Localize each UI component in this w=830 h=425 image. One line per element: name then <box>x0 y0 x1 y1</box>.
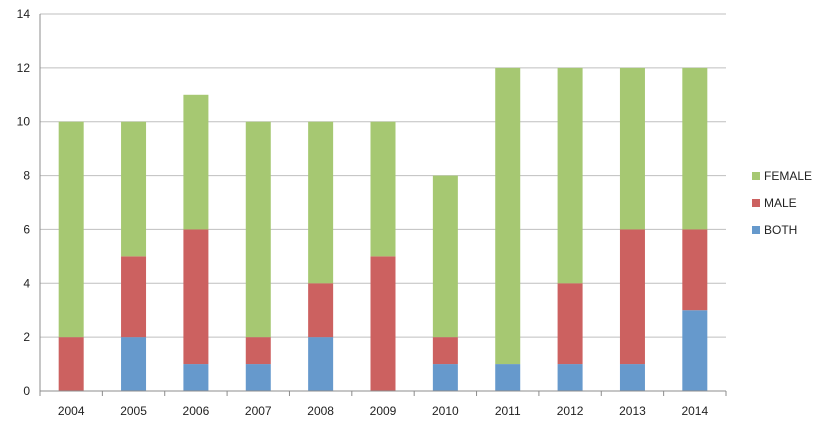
bar-female-2011 <box>495 67 521 365</box>
x-tick-label: 2004 <box>58 404 85 418</box>
bar-female-2009 <box>370 121 396 257</box>
x-tick-label: 2010 <box>432 404 459 418</box>
legend-swatch-female <box>752 172 760 180</box>
bar-female-2008 <box>308 121 334 284</box>
y-tick-label: 0 <box>23 384 30 398</box>
y-tick-label: 10 <box>17 115 31 129</box>
y-tick-labels: 0 2 4 6 8 10 12 14 <box>17 7 31 398</box>
bar-both-2014 <box>682 310 708 391</box>
x-tick-label: 2013 <box>619 404 646 418</box>
bar-both-2011 <box>495 364 521 391</box>
bar-both-2013 <box>619 364 645 391</box>
x-tick-labels: 2004 2005 2006 2007 2008 2009 2010 2011 2012 2013… <box>58 404 709 418</box>
legend-label-female: FEMALE <box>764 169 812 183</box>
bar-female-2007 <box>245 121 271 338</box>
bar-female-2006 <box>183 94 209 230</box>
x-tick-label: 2005 <box>120 404 147 418</box>
y-tick-label: 14 <box>17 7 31 21</box>
bar-male-2012 <box>557 283 583 365</box>
x-tick-label: 2011 <box>495 404 521 418</box>
x-tick-label: 2008 <box>307 404 334 418</box>
y-tick-label: 6 <box>23 222 30 236</box>
bar-male-2006 <box>183 229 209 365</box>
bar-male-2008 <box>308 283 334 338</box>
x-tick-label: 2006 <box>183 404 210 418</box>
legend-label-male: MALE <box>764 196 797 210</box>
y-tick-label: 4 <box>23 276 30 290</box>
bar-female-2010 <box>432 175 458 338</box>
bar-female-2013 <box>619 67 645 230</box>
bar-male-2005 <box>121 256 147 338</box>
y-tick-label: 2 <box>23 330 30 344</box>
bar-female-2014 <box>682 67 708 230</box>
y-tick-label: 8 <box>23 169 30 183</box>
bar-both-2012 <box>557 364 583 391</box>
bar-both-2006 <box>183 364 209 391</box>
legend-swatch-male <box>752 199 760 207</box>
y-tick-label: 12 <box>17 61 31 75</box>
bar-male-2014 <box>682 229 708 311</box>
bar-male-2013 <box>619 229 645 365</box>
bar-male-2009 <box>370 256 396 391</box>
bar-both-2007 <box>245 364 271 391</box>
bar-female-2005 <box>121 121 147 257</box>
bar-female-2012 <box>557 67 583 284</box>
bar-both-2008 <box>308 337 334 391</box>
bar-male-2004 <box>58 337 84 391</box>
x-tick-label: 2007 <box>245 404 272 418</box>
axes <box>39 14 727 396</box>
bar-both-2010 <box>432 364 458 391</box>
legend: FEMALE MALE BOTH <box>752 169 812 237</box>
x-tick-label: 2012 <box>557 404 584 418</box>
legend-swatch-both <box>752 226 760 234</box>
x-tick-label: 2014 <box>681 404 708 418</box>
bar-male-2007 <box>245 337 271 365</box>
legend-label-both: BOTH <box>764 223 797 237</box>
x-tick-label: 2009 <box>370 404 397 418</box>
bar-both-2005 <box>121 337 147 391</box>
bars <box>58 67 708 391</box>
bar-female-2004 <box>58 121 84 338</box>
bar-male-2010 <box>432 337 458 365</box>
